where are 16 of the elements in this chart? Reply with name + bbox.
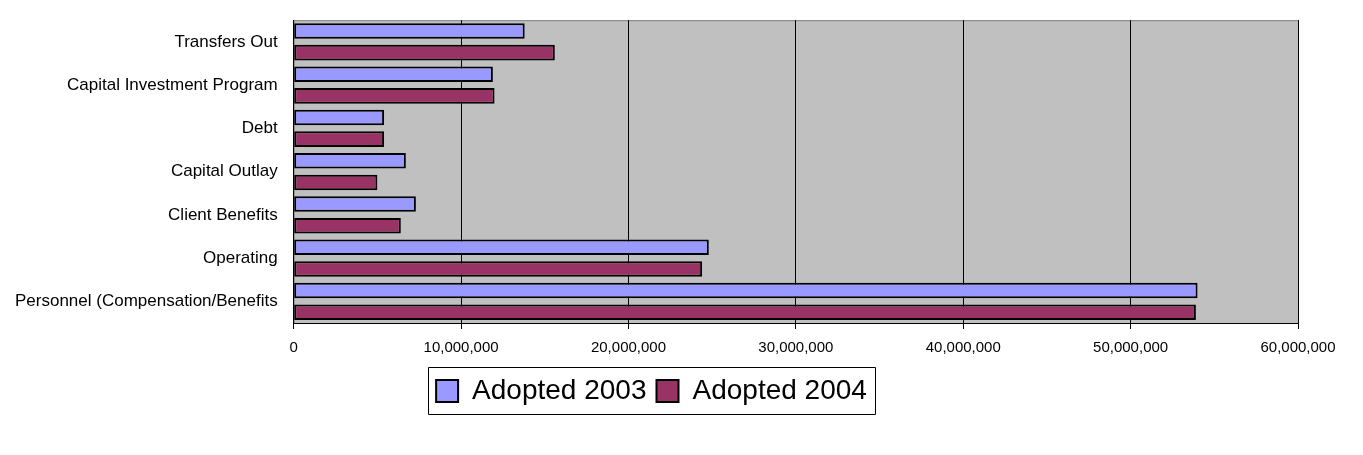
x-tick-label: 50,000,000 — [1093, 338, 1169, 356]
y-tick-label: Debt — [241, 118, 278, 138]
x-tick-label: 10,000,000 — [423, 338, 499, 356]
legend-label: Adopted 2004 — [692, 373, 867, 405]
x-tick-label: 60,000,000 — [1260, 338, 1336, 356]
x-tick-label: 20,000,000 — [590, 338, 667, 356]
y-tick-label: Personnel (Compensation/Benefits — [15, 291, 278, 311]
x-tick-label: 40,000,000 — [925, 338, 1001, 356]
y-tick-label: Client Benefits — [168, 204, 278, 224]
y-tick-label: Transfers Out — [174, 31, 278, 51]
x-tick-label: 0 — [289, 338, 298, 356]
y-tick-label: Capital Investment Program — [67, 74, 278, 94]
legend-label: Adopted 2003 — [472, 373, 647, 405]
y-tick-label: Operating — [203, 247, 278, 267]
x-tick-label: 30,000,000 — [758, 338, 834, 356]
y-tick-label: Capital Outlay — [170, 161, 279, 181]
